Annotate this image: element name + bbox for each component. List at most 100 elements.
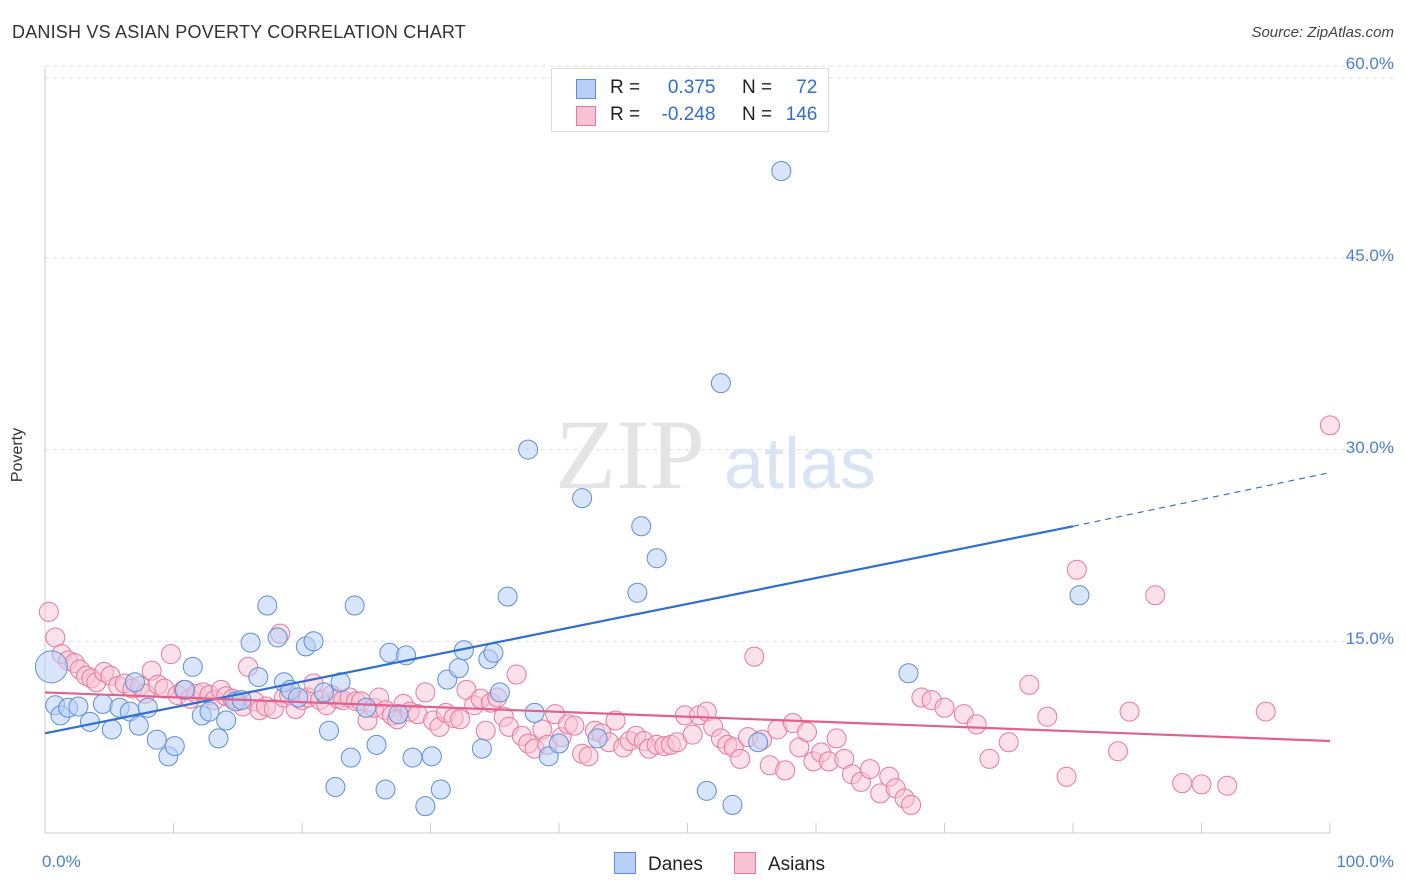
stats-legend: R = 0.375 N = 72 R = -0.248 N = 146 — [551, 68, 829, 132]
x-tick-label-0: 0.0% — [42, 852, 81, 871]
danes-r-label: R = — [610, 77, 641, 98]
danes-point — [318, 720, 339, 741]
asians-n-value: 146 — [785, 104, 818, 125]
asians-r-label: R = — [610, 104, 641, 125]
asians-point — [475, 720, 496, 741]
asians-trend-line — [44, 691, 1331, 743]
gridlines — [45, 65, 1395, 642]
asians-point — [934, 697, 955, 718]
danes-point — [489, 682, 510, 703]
asians-point — [1037, 706, 1058, 727]
bottom-legend-asians: Asians — [734, 852, 825, 876]
danes-point — [288, 687, 309, 708]
watermark-atlas: atlas — [724, 424, 876, 504]
danes-point — [208, 728, 229, 749]
x-tick-label-100: 100.0% — [1336, 852, 1394, 871]
danes-point — [471, 738, 492, 759]
danes-point — [313, 682, 334, 703]
danes-point — [124, 672, 145, 693]
danes-point — [483, 642, 504, 663]
danes-point — [34, 650, 68, 684]
danes-point — [257, 595, 278, 616]
asians-point — [564, 715, 585, 736]
danes-legend-label: Danes — [648, 854, 703, 875]
danes-point — [356, 697, 377, 718]
asians-point — [578, 746, 599, 767]
danes-point — [771, 160, 792, 181]
danes-point — [388, 704, 409, 725]
asians-point — [979, 748, 1000, 769]
asians-point — [782, 713, 803, 734]
asians-point — [1217, 775, 1238, 796]
danes-point — [340, 747, 361, 768]
danes-point — [421, 746, 442, 767]
danes-legend-swatch — [614, 852, 636, 874]
asians-point — [682, 724, 703, 745]
asians-point — [605, 710, 626, 731]
asians-legend-swatch — [734, 852, 756, 874]
asians-point — [775, 760, 796, 781]
asians-point — [1191, 774, 1212, 795]
asians-point — [1320, 415, 1340, 436]
danes-trend-extension — [1072, 472, 1331, 527]
danes-point — [587, 728, 608, 749]
danes-point — [366, 734, 387, 755]
asians-legend-label: Asians — [768, 854, 826, 875]
asians-point — [966, 714, 987, 735]
asians-point — [730, 748, 751, 769]
asians-point — [1066, 559, 1087, 580]
danes-point — [518, 439, 539, 460]
asians-point — [160, 644, 181, 665]
asians-point — [1107, 741, 1128, 762]
bottom-legend-danes: Danes — [614, 852, 703, 876]
asians-point — [1019, 674, 1040, 695]
asians-point — [450, 709, 471, 730]
danes-point — [627, 582, 648, 603]
danes-n-value: 72 — [796, 77, 818, 98]
danes-point — [325, 776, 346, 797]
danes-point — [146, 729, 167, 750]
asians-point — [506, 664, 527, 685]
danes-point — [710, 373, 731, 394]
danes-point — [303, 631, 324, 652]
asians-point — [826, 728, 847, 749]
danes-point — [92, 693, 113, 714]
chart-title: DANISH VS ASIAN POVERTY CORRELATION CHAR… — [12, 22, 466, 42]
danes-series — [34, 160, 1090, 817]
watermark: ZIP atlas — [555, 399, 876, 510]
danes-n-label: N = — [741, 77, 773, 98]
axes — [44, 68, 1331, 834]
danes-point — [748, 732, 769, 753]
danes-point — [631, 516, 652, 537]
danes-swatch — [576, 79, 596, 99]
y-tick-label: 60.0% — [1345, 54, 1394, 74]
danes-point — [164, 736, 185, 757]
danes-point — [497, 586, 518, 607]
danes-point — [267, 627, 288, 648]
source-label: Source: ZipAtlas.com — [1251, 24, 1394, 41]
asians-point — [38, 601, 59, 622]
danes-point — [240, 632, 261, 653]
y-tick-label: 45.0% — [1345, 245, 1394, 265]
danes-point — [402, 747, 423, 768]
danes-point — [696, 780, 717, 801]
danes-point — [101, 719, 122, 740]
danes-point — [379, 642, 400, 663]
danes-point — [175, 679, 196, 700]
danes-point — [182, 656, 203, 677]
asians-point — [901, 794, 922, 815]
asians-point — [1056, 766, 1077, 787]
danes-point — [898, 663, 919, 684]
danes-point — [199, 701, 220, 722]
danes-point — [572, 488, 593, 509]
asians-point — [744, 646, 765, 667]
trend-lines — [44, 472, 1331, 743]
asians-point — [1119, 701, 1140, 722]
danes-point — [415, 796, 436, 817]
danes-point — [128, 715, 149, 736]
asians-point — [1172, 773, 1193, 794]
asians-swatch — [576, 106, 596, 126]
danes-point — [375, 779, 396, 800]
asians-point — [1255, 701, 1276, 722]
